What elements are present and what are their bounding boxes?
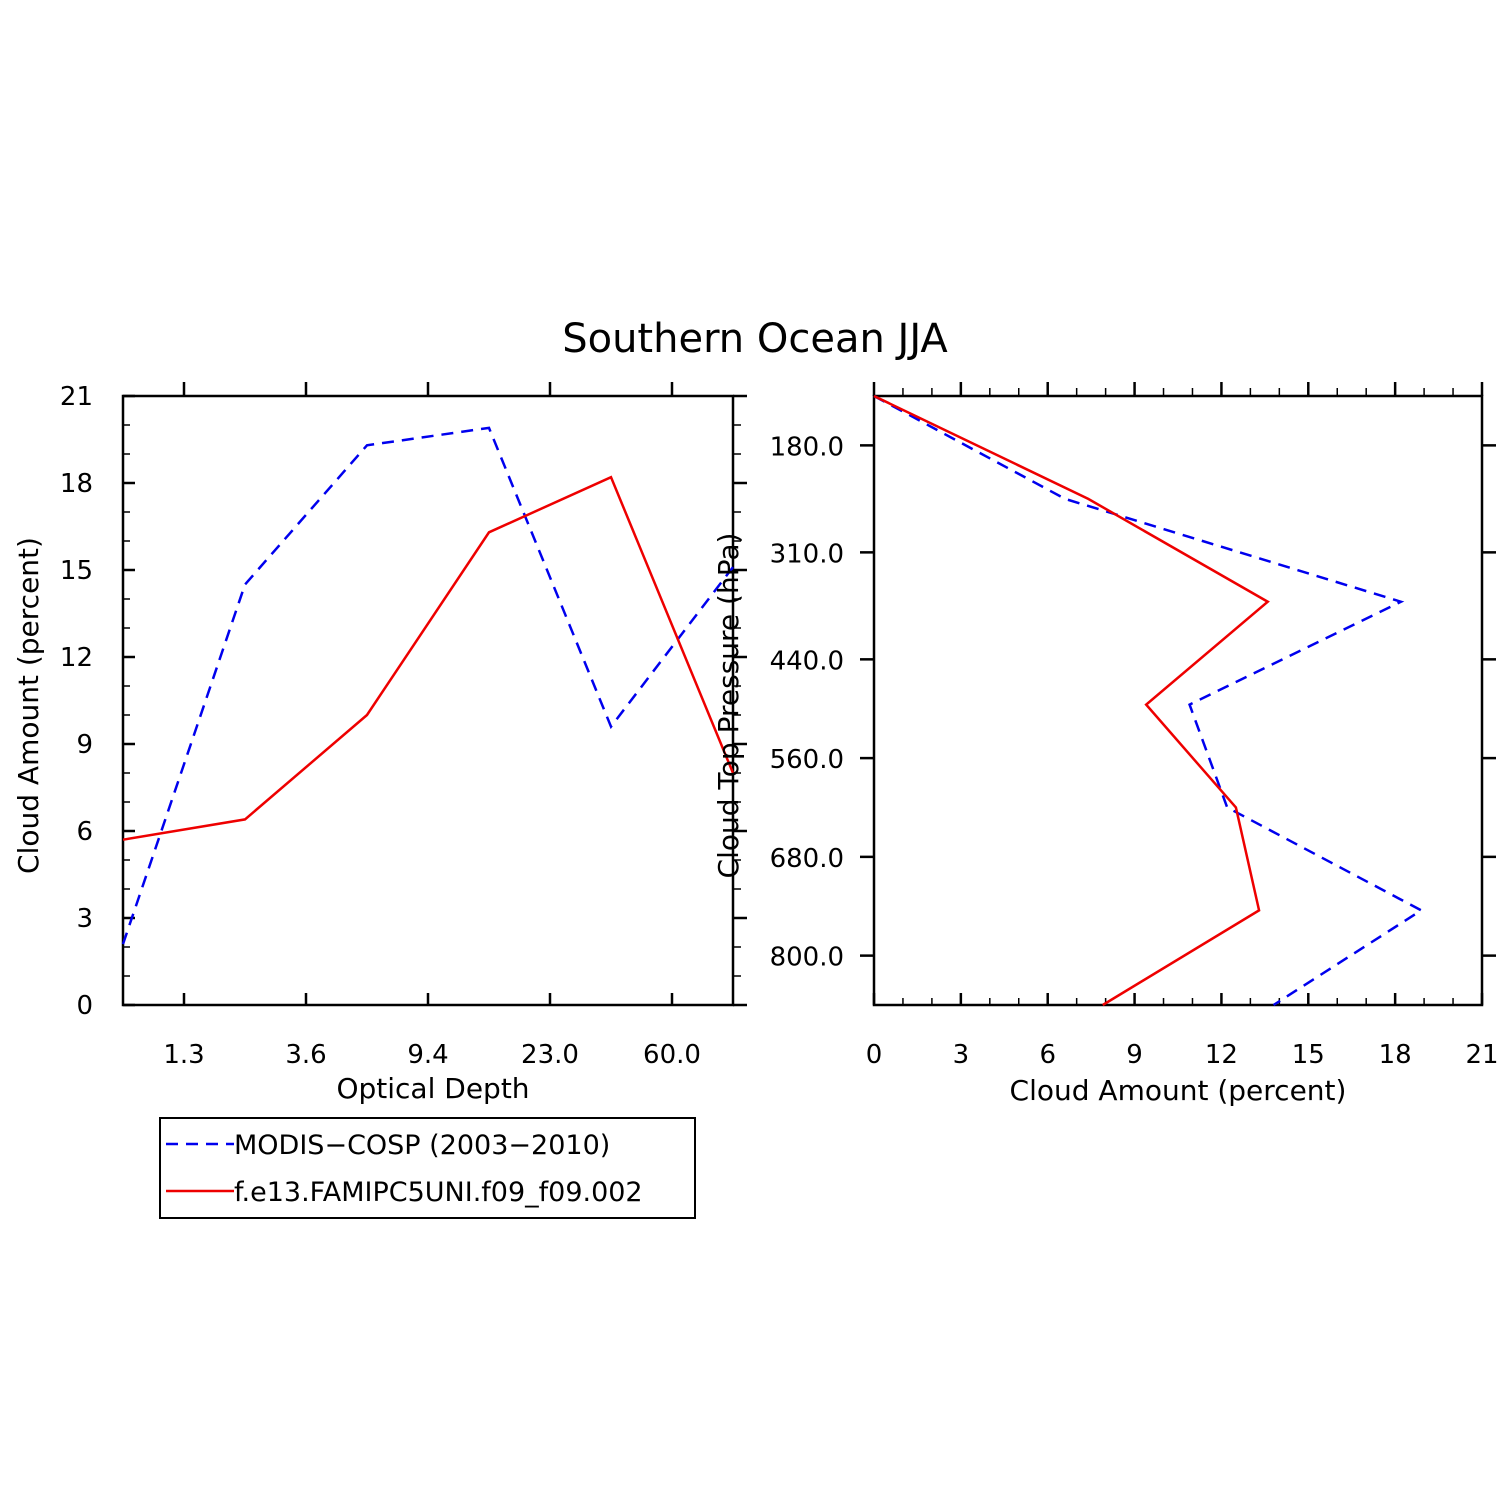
right-y-axis-label: Cloud Top Pressure (hPa) — [712, 533, 745, 879]
right-y-tick-label: 180.0 — [770, 432, 844, 462]
legend-label-model: f.e13.FAMIPC5UNI.f09_f09.002 — [234, 1177, 643, 1208]
chart-title: Southern Ocean JJA — [562, 316, 948, 362]
left-y-tick-label: 6 — [76, 817, 93, 847]
left-y-tick-label: 0 — [76, 991, 93, 1021]
right-x-tick-label: 0 — [866, 1040, 883, 1070]
right-x-tick-label: 6 — [1039, 1040, 1056, 1070]
right-series-model-line — [873, 394, 1270, 1007]
left-series-modis-line — [121, 426, 734, 945]
right-plot-frame — [872, 394, 1484, 1007]
right-y-tick-label: 310.0 — [770, 539, 844, 569]
legend: MODIS−COSP (2003−2010) f.e13.FAMIPC5UNI.… — [159, 1117, 696, 1219]
right-x-axis-label: Cloud Amount (percent) — [1010, 1074, 1347, 1107]
left-x-tick-label: 1.3 — [163, 1040, 204, 1070]
left-x-axis-label: Optical Depth — [336, 1072, 529, 1105]
right-y-tick-label: 680.0 — [770, 844, 844, 874]
left-y-tick-label: 3 — [76, 904, 93, 934]
right-x-tick-label: 9 — [1126, 1040, 1143, 1070]
left-y-tick-label: 12 — [60, 643, 93, 673]
right-x-tick-label: 3 — [953, 1040, 970, 1070]
left-x-tick-label: 9.4 — [407, 1040, 448, 1070]
legend-label-modis: MODIS−COSP (2003−2010) — [234, 1130, 610, 1161]
left-y-tick-label: 9 — [76, 730, 93, 760]
right-y-tick-label: 560.0 — [770, 745, 844, 775]
left-y-tick-label: 21 — [60, 382, 93, 412]
legend-box — [159, 1117, 696, 1219]
left-x-tick-label: 60.0 — [643, 1040, 701, 1070]
left-y-axis-label: Cloud Amount (percent) — [12, 537, 45, 874]
right-y-tick-label: 440.0 — [770, 646, 844, 676]
right-x-tick-label: 15 — [1292, 1040, 1325, 1070]
left-panel: 0 3 6 9 12 15 18 21 1.3 3.6 9.4 23.0 60.0 Optical Dep… — [12, 382, 747, 1105]
right-x-tick-label: 12 — [1205, 1040, 1238, 1070]
left-y-tick-label: 15 — [60, 556, 93, 586]
left-x-tick-label: 23.0 — [521, 1040, 579, 1070]
right-x-tick-label: 18 — [1379, 1040, 1412, 1070]
right-series-modis-line — [873, 394, 1424, 1007]
right-x-tick-label: 21 — [1465, 1040, 1498, 1070]
left-x-tick-label: 3.6 — [285, 1040, 326, 1070]
right-panel: 0 3 6 9 12 15 18 21 180.0 310.0 440.0 560.0 680.0 800… — [712, 382, 1499, 1107]
left-y-tick-label: 18 — [60, 469, 93, 499]
right-y-tick-label: 800.0 — [770, 943, 844, 973]
left-series-model-line — [122, 475, 735, 841]
